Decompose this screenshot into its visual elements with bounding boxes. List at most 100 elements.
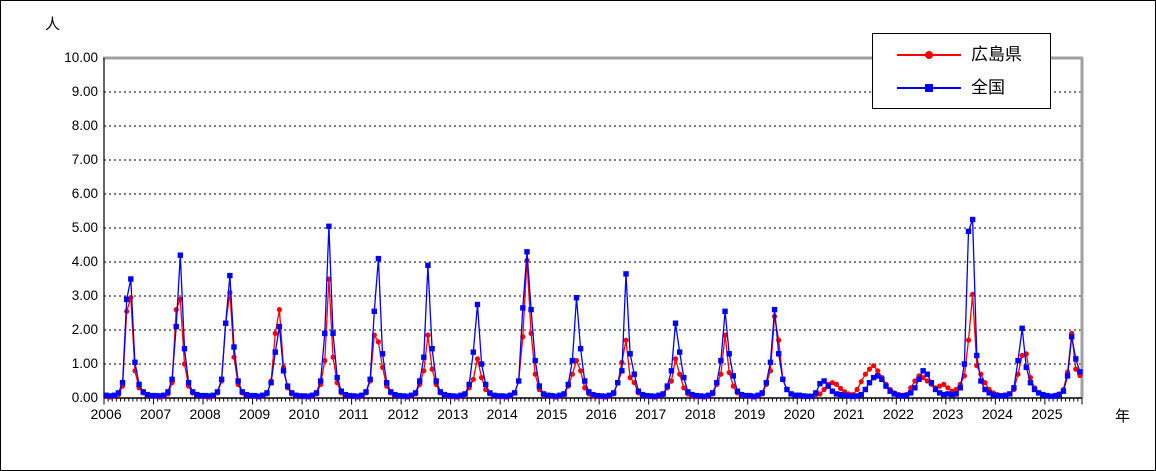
series-zenkoku-point xyxy=(998,393,1005,399)
series-hiroshima-point xyxy=(854,386,860,393)
series-zenkoku-point xyxy=(161,392,167,398)
series-zenkoku-point xyxy=(829,388,836,394)
series-zenkoku-point xyxy=(809,393,815,399)
series-zenkoku-point xyxy=(858,391,864,398)
series-zenkoku-point xyxy=(623,271,629,277)
x-year-label-2010: 2010 xyxy=(288,406,320,422)
series-zenkoku-point xyxy=(251,392,258,399)
series-zenkoku-point xyxy=(470,349,477,355)
series-zenkoku-point xyxy=(883,383,889,389)
series-zenkoku-point xyxy=(404,393,411,399)
series-zenkoku-point xyxy=(400,393,406,399)
series-zenkoku-point xyxy=(1023,364,1029,371)
series-zenkoku-point xyxy=(714,380,720,386)
series-zenkoku-point xyxy=(705,392,712,398)
series-zenkoku-point xyxy=(355,393,361,399)
series-zenkoku-point xyxy=(553,393,559,399)
series-zenkoku-point xyxy=(631,371,637,377)
series-hiroshima-point xyxy=(421,368,427,374)
y-tick-label-7.00: 7.00 xyxy=(71,152,98,167)
series-zenkoku-point xyxy=(681,374,687,381)
series-zenkoku-point xyxy=(920,368,926,374)
series-zenkoku-point xyxy=(932,386,939,393)
series-zenkoku-point xyxy=(235,378,241,384)
series-hiroshima-point xyxy=(677,371,683,377)
series-zenkoku-point xyxy=(1056,391,1063,398)
series-zenkoku-point xyxy=(165,389,171,395)
series-zenkoku-point xyxy=(107,393,113,399)
series-hiroshima-point xyxy=(726,369,732,376)
series-hiroshima-point xyxy=(718,371,724,377)
series-zenkoku-point xyxy=(346,392,353,399)
series-hiroshima-point xyxy=(375,339,382,345)
legend-label-hiroshima: 広島県 xyxy=(971,45,1022,64)
series-zenkoku-point xyxy=(227,272,233,279)
series-zenkoku-point xyxy=(223,320,229,326)
series-zenkoku-point xyxy=(194,391,200,398)
legend-label-zenkoku: 全国 xyxy=(971,78,1005,97)
series-zenkoku-point xyxy=(652,393,658,399)
series-zenkoku-point xyxy=(1048,393,1054,399)
series-zenkoku-point xyxy=(549,392,555,399)
series-hiroshima-point xyxy=(862,371,868,377)
series-hiroshima-point xyxy=(982,380,988,386)
series-zenkoku-point xyxy=(111,392,118,398)
series-zenkoku-point xyxy=(742,392,749,399)
series-zenkoku-point xyxy=(128,276,134,282)
series-zenkoku-point xyxy=(214,389,221,395)
series-hiroshima-point xyxy=(272,330,278,336)
series-zenkoku-point xyxy=(528,306,534,313)
series-hiroshima-point xyxy=(1073,366,1079,372)
series-zenkoku-point xyxy=(507,392,514,398)
series-zenkoku-point xyxy=(173,323,179,330)
series-zenkoku-point xyxy=(454,393,460,399)
series-zenkoku-point xyxy=(536,383,543,389)
series-zenkoku-point xyxy=(870,374,877,381)
series-zenkoku-point xyxy=(928,380,935,386)
series-zenkoku-point xyxy=(854,393,860,399)
series-zenkoku-point xyxy=(656,392,662,398)
series-zenkoku-point xyxy=(181,346,188,352)
legend-item-zenkoku: 全国 xyxy=(897,75,1050,101)
series-zenkoku-point xyxy=(862,386,869,393)
series-zenkoku-point xyxy=(416,378,423,384)
series-zenkoku-point xyxy=(978,378,984,384)
red-circle-marker-icon xyxy=(925,50,933,59)
series-zenkoku-point xyxy=(272,349,278,355)
series-zenkoku-point xyxy=(363,389,369,395)
series-zenkoku-point xyxy=(668,368,675,374)
series-zenkoku-point xyxy=(895,392,902,398)
series-zenkoku-point xyxy=(767,359,774,365)
series-zenkoku-point xyxy=(198,392,204,399)
series-zenkoku-point xyxy=(941,391,947,398)
series-zenkoku-point xyxy=(388,389,394,395)
series-zenkoku-point xyxy=(520,305,526,311)
series-hiroshima-point xyxy=(817,391,823,397)
series-zenkoku-point xyxy=(792,392,798,398)
x-year-label-2021: 2021 xyxy=(833,406,865,422)
series-hiroshima-point xyxy=(866,366,873,372)
series-zenkoku-point xyxy=(462,391,468,397)
series-zenkoku-point xyxy=(813,390,819,396)
series-zenkoku-point xyxy=(817,381,823,387)
series-zenkoku-point xyxy=(594,392,600,399)
series-zenkoku-point xyxy=(738,391,745,398)
series-zenkoku-point xyxy=(660,391,666,397)
series-zenkoku-point xyxy=(293,392,299,398)
series-hiroshima-point xyxy=(330,354,336,360)
series-zenkoku-point xyxy=(648,393,654,399)
series-hiroshima-point xyxy=(573,358,580,364)
series-zenkoku-point xyxy=(503,393,510,399)
series-zenkoku-point xyxy=(449,393,456,399)
series-zenkoku-point xyxy=(903,392,910,398)
x-year-label-2016: 2016 xyxy=(585,406,617,422)
series-zenkoku-point xyxy=(590,391,596,398)
series-zenkoku-point xyxy=(466,381,472,388)
series-zenkoku-point xyxy=(701,393,708,399)
series-zenkoku-point xyxy=(317,378,324,384)
series-zenkoku-point xyxy=(598,393,604,399)
series-zenkoku-point xyxy=(157,393,163,399)
series-zenkoku-point xyxy=(965,228,972,235)
series-zenkoku-point xyxy=(577,346,584,352)
series-zenkoku-point xyxy=(144,391,151,398)
